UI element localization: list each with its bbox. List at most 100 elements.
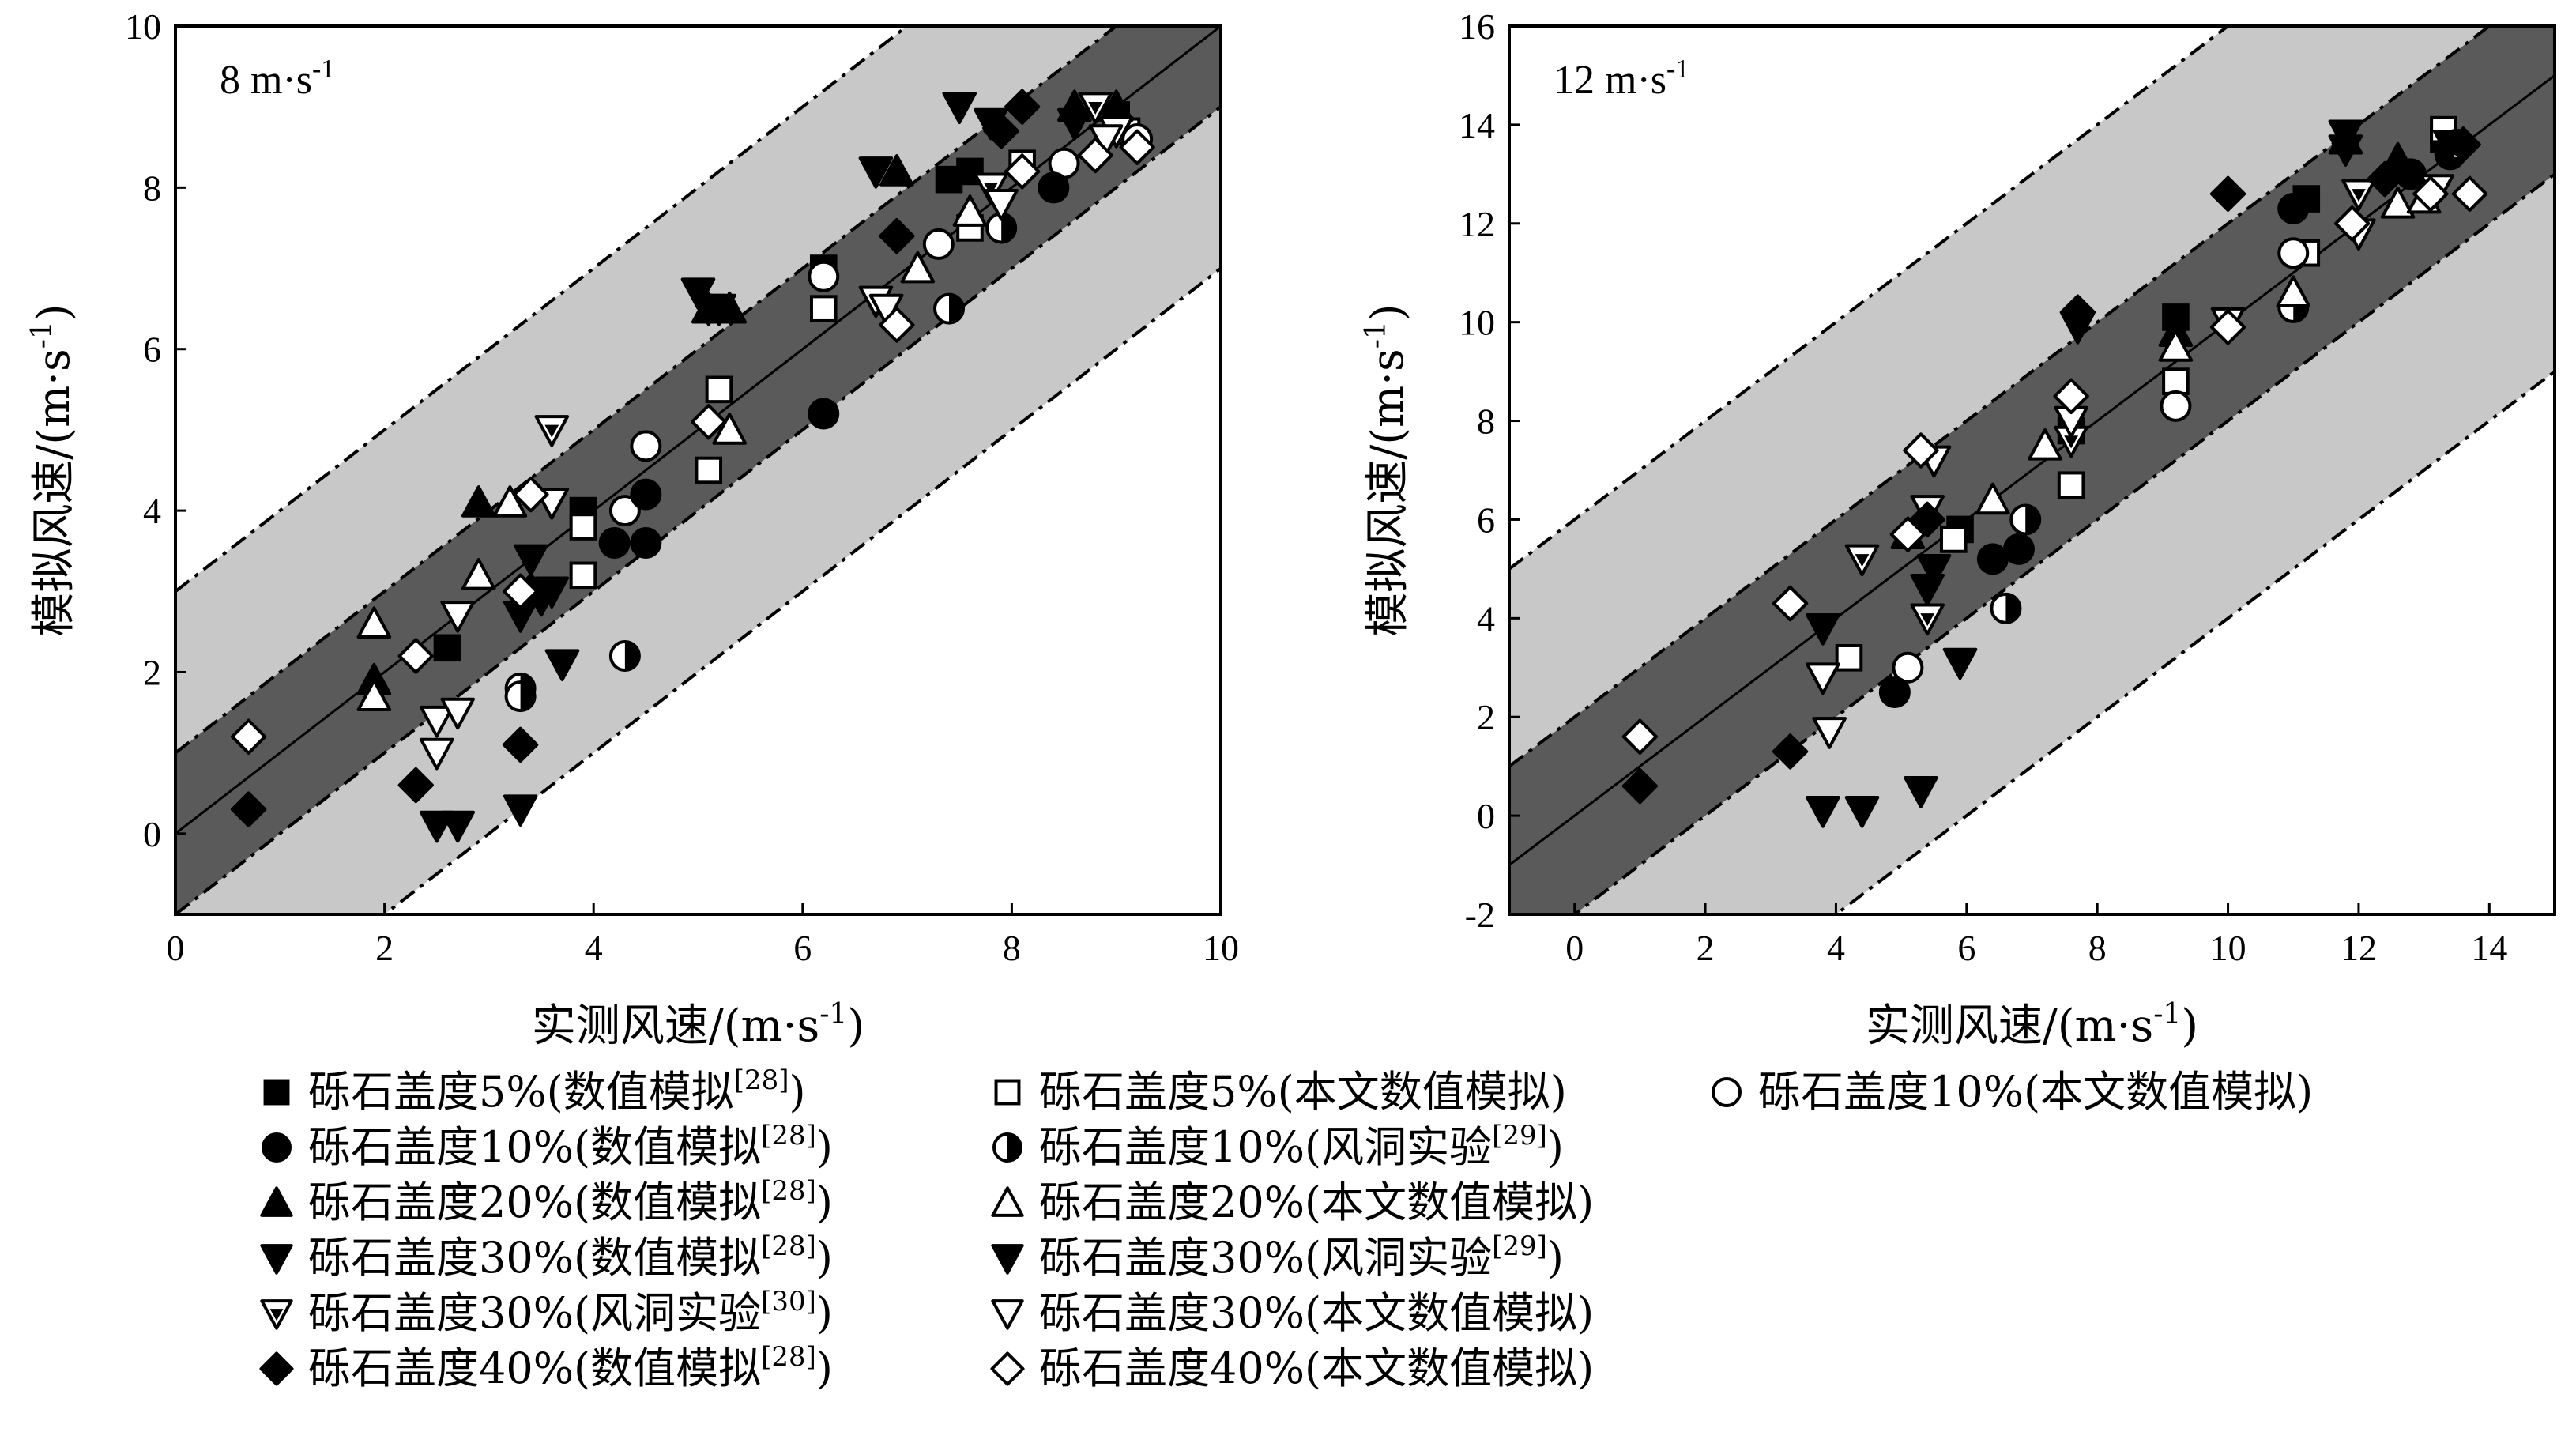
data-point — [983, 113, 1019, 149]
y-tick-label: 8 — [143, 168, 161, 208]
legend-marker — [991, 1244, 1024, 1275]
legend-marker — [262, 1132, 292, 1163]
data-point — [858, 156, 894, 189]
data-point — [2277, 237, 2310, 269]
data-point — [2057, 471, 2085, 499]
y-tick-label: 10 — [1459, 303, 1495, 343]
data-point — [1878, 676, 1911, 708]
legend-label: 砾石盖度5%(本文数值模拟) — [1039, 1067, 1567, 1117]
y-tick-label: 4 — [143, 491, 161, 531]
legend-item-c10num: 砾石盖度10%(数值模拟[28]) — [262, 1120, 833, 1172]
data-point — [419, 705, 454, 738]
data-point — [809, 295, 838, 322]
legend-item-v30num: 砾石盖度30%(数值模拟[28]) — [260, 1230, 833, 1283]
data-point — [419, 737, 454, 771]
data-point — [2380, 187, 2416, 219]
data-point — [1889, 516, 1926, 552]
data-point — [680, 277, 716, 310]
data-point — [2380, 141, 2416, 175]
data-point — [1812, 717, 1847, 749]
x-tick-label: 4 — [1827, 928, 1845, 968]
data-point — [598, 526, 631, 559]
data-point — [1892, 651, 1924, 684]
data-point — [1835, 643, 1863, 672]
data-point — [1990, 592, 2022, 624]
legend-marker — [260, 1244, 293, 1275]
legend-label: 砾石盖度20%(本文数值模拟) — [1039, 1178, 1594, 1227]
y-tick-label: 10 — [125, 6, 161, 47]
data-point — [630, 478, 662, 511]
data-point — [356, 679, 392, 711]
data-point — [933, 292, 966, 325]
data-point — [440, 697, 476, 730]
data-point — [440, 810, 476, 843]
data-point — [702, 293, 736, 326]
data-point — [985, 212, 1018, 244]
legend-marker — [991, 1299, 1024, 1330]
legend-marker — [994, 1079, 1021, 1106]
legend-item-t20our: 砾石盖度20%(本文数值模拟) — [991, 1178, 1594, 1227]
y-tick-label: 2 — [143, 652, 161, 692]
y-tick-label: 6 — [143, 330, 161, 370]
legend-item-v30w29: 砾石盖度30%(风洞实验[29]) — [991, 1230, 1564, 1283]
legend-marker — [992, 1132, 1022, 1163]
data-point — [952, 194, 988, 227]
x-axis-label: 实测风速/(m·s-1) — [532, 998, 864, 1052]
data-point — [2412, 175, 2449, 213]
y-tick-label: -2 — [1465, 895, 1495, 935]
data-point — [1976, 543, 2009, 575]
data-point — [2451, 175, 2488, 213]
data-point — [230, 791, 267, 827]
outer-bound-line — [175, 26, 910, 593]
x-tick-label: 2 — [1697, 928, 1715, 968]
data-point — [534, 415, 570, 447]
chart-panel-8ms: 0 2 4 6 8 10 0 2 4 6 8 10 8 m·s-1 实测风速/(m·s-1) 模拟风速/(m… — [26, 6, 1239, 1052]
legend-marker — [259, 1351, 294, 1386]
inner-bound-line — [175, 26, 1119, 755]
data-point — [433, 634, 461, 662]
data-point — [1806, 796, 1840, 828]
data-point — [1903, 432, 1939, 469]
plot-area — [1509, 26, 2555, 914]
legend-marker — [260, 1186, 293, 1217]
data-point — [2341, 179, 2376, 212]
data-point — [1942, 647, 1978, 680]
data-point — [808, 260, 840, 292]
data-point — [942, 92, 977, 124]
data-point — [1916, 554, 1952, 586]
y-tick-label: 4 — [1477, 598, 1495, 639]
x-tick-label: 6 — [1957, 928, 1975, 968]
data-point — [230, 718, 267, 755]
data-point — [1004, 89, 1041, 125]
data-point — [492, 485, 528, 518]
data-point — [630, 430, 662, 462]
data-point — [1904, 776, 1938, 808]
legend-label: 砾石盖度30%(本文数值模拟) — [1039, 1288, 1594, 1338]
legend-label: 砾石盖度40%(数值模拟[28]) — [308, 1341, 833, 1393]
x-tick-label: 4 — [585, 928, 603, 968]
data-point — [2002, 533, 2035, 565]
data-point — [2009, 503, 2042, 536]
data-point — [2028, 428, 2062, 461]
outer-bound-line — [1833, 370, 2555, 914]
legend-label: 砾石盖度40%(本文数值模拟) — [1039, 1343, 1594, 1393]
data-point — [1806, 612, 1840, 646]
legend-marker — [991, 1186, 1024, 1217]
x-tick-label: 14 — [2471, 928, 2507, 968]
one-to-one-line — [1509, 74, 2555, 866]
data-point — [1119, 129, 1155, 165]
data-point — [397, 767, 434, 804]
data-point — [808, 398, 840, 430]
data-point — [1939, 526, 1968, 553]
data-point — [1975, 482, 2010, 515]
data-point — [1844, 796, 1880, 828]
x-tick-label: 12 — [2341, 928, 2377, 968]
data-point — [2059, 294, 2096, 330]
legend-label: 砾石盖度20%(数值模拟[28]) — [308, 1175, 833, 1227]
y-tick-label: 16 — [1459, 6, 1495, 47]
x-tick-label: 8 — [2088, 928, 2107, 968]
data-point — [2160, 390, 2192, 422]
legend-item-s5num: 砾石盖度5%(数值模拟[28]) — [263, 1065, 806, 1117]
legend-item-c10our: 砾石盖度10%(本文数值模拟) — [1712, 1067, 2313, 1117]
